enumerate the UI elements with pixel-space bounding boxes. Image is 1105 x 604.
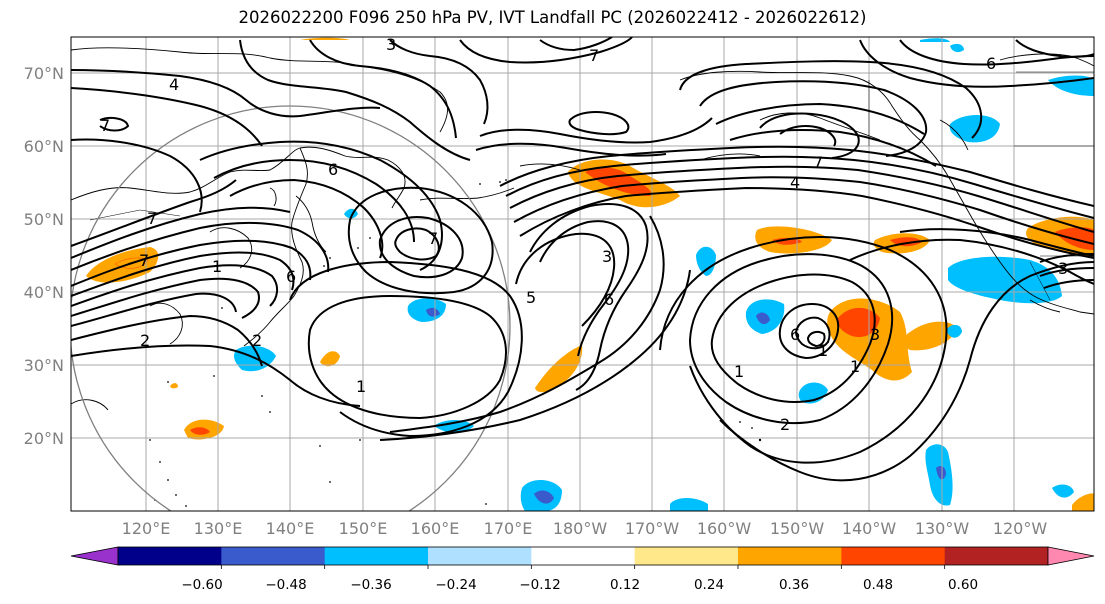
contour-label: 6 (790, 325, 800, 344)
lon-label: 130°W (915, 519, 970, 538)
colorbar-segment (944, 547, 1049, 565)
lat-label: 60°N (24, 137, 64, 156)
lon-label: 140°W (842, 519, 897, 538)
contour-label: 7 (428, 229, 438, 248)
contour-label: 4 (790, 173, 800, 192)
lon-label: 150°W (770, 519, 825, 538)
lon-label: 120°W (993, 519, 1048, 538)
contour-label: 5 (526, 288, 536, 307)
contour-labels: 4 7 3 7 6 7 7 1 6 7 1 2 2 1 3 5 6 7 4 6 … (100, 35, 1068, 434)
lon-label: 130°E (194, 519, 243, 538)
pv-contours (71, 37, 1094, 482)
contour-label: 3 (1058, 259, 1068, 278)
longitude-labels: 120°E 130°E 140°E 150°E 160°E 170°E 180°… (122, 519, 1048, 538)
colorbar-tick-label: 0.24 (694, 577, 724, 593)
contour-label: 4 (169, 75, 179, 94)
contour-label: 2 (140, 331, 150, 350)
contour-label: 6 (986, 54, 996, 73)
colorbar-tick-label: 0.36 (779, 577, 809, 593)
colorbar-tick-label: −0.12 (519, 577, 560, 593)
map-title: 2026022200 F096 250 hPa PV, IVT Landfall… (238, 8, 867, 27)
contour-label: 7 (813, 153, 823, 172)
contour-label: 7 (589, 46, 599, 65)
great-circle-outline (71, 105, 511, 511)
lat-label: 40°N (24, 283, 64, 302)
contour-label: 6 (328, 160, 338, 179)
lon-label: 170°W (625, 519, 680, 538)
map-frame (70, 36, 1095, 512)
colorbar-arrow-right (1047, 546, 1095, 566)
lon-label: 160°E (411, 519, 460, 538)
colorbar-segment (841, 547, 946, 565)
map-area (71, 37, 1094, 511)
contour-label: 6 (286, 267, 296, 286)
contour-label: 3 (870, 325, 880, 344)
lon-label: 170°E (484, 519, 533, 538)
contour-label: 1 (212, 257, 222, 276)
contour-label: 2 (252, 331, 262, 350)
colorbar-segment (634, 547, 739, 565)
colorbar-segment (118, 547, 222, 565)
colorbar-arrow-left (70, 546, 119, 566)
contour-label: 1 (734, 362, 744, 381)
lon-label: 120°E (122, 519, 171, 538)
contour-label: 3 (602, 247, 612, 266)
lat-label: 70°N (24, 64, 64, 83)
colorbar-tick-label: −0.36 (350, 577, 391, 593)
contour-label: 6 (604, 290, 614, 309)
contour-label: 1 (850, 357, 860, 376)
contour-label: 3 (386, 35, 396, 54)
colorbar-tick-label: −0.48 (265, 577, 306, 593)
contour-label: 2 (780, 415, 790, 434)
contour-label: 1 (356, 377, 366, 396)
colorbar-segment (221, 547, 326, 565)
lat-label: 30°N (24, 356, 64, 375)
colorbar-segment (428, 547, 532, 565)
lon-label: 160°W (697, 519, 752, 538)
contour-label: 7 (147, 209, 157, 228)
contour-label: 7 (100, 116, 110, 135)
lon-label: 180°W (553, 519, 608, 538)
colorbar-tick-label: −0.24 (435, 577, 476, 593)
colorbar-segment (324, 547, 429, 565)
colorbar-tick-labels: −0.60 −0.48 −0.36 −0.24 −0.12 0.12 0.24 … (181, 577, 978, 593)
contour-label: 1 (818, 341, 828, 360)
colorbar-tick-label: 0.12 (610, 577, 640, 593)
lon-label: 140°E (266, 519, 315, 538)
colorbar-tick-label: 0.60 (948, 577, 978, 593)
contour-label: 7 (139, 251, 149, 270)
lon-label: 150°E (339, 519, 388, 538)
lat-label: 50°N (24, 210, 64, 229)
latitude-labels: 70°N 60°N 50°N 40°N 30°N 20°N (24, 64, 64, 448)
colorbar-tick-label: −0.60 (181, 577, 222, 593)
coastlines (71, 47, 1094, 411)
lat-label: 20°N (24, 429, 64, 448)
colorbar-segment (531, 547, 636, 565)
colorbar-tick-label: 0.48 (863, 577, 893, 593)
colorbar-segment (738, 547, 842, 565)
colorbar: −0.60 −0.48 −0.36 −0.24 −0.12 0.12 0.24 … (70, 546, 1095, 593)
